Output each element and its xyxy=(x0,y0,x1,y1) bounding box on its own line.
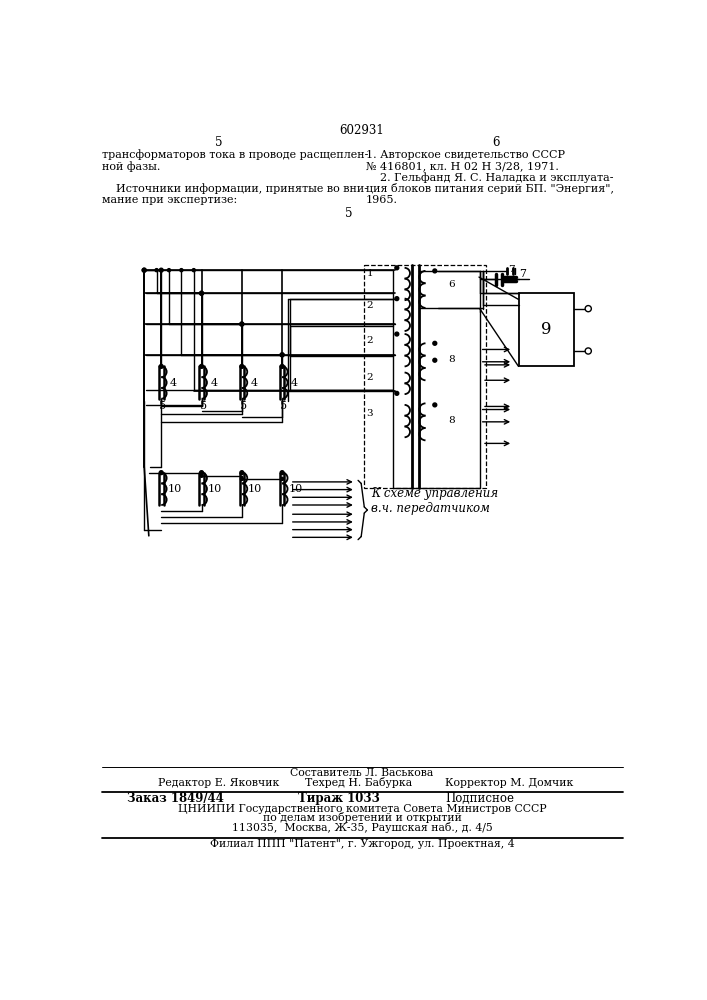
Circle shape xyxy=(433,341,437,345)
Text: Корректор М. Домчик: Корректор М. Домчик xyxy=(445,778,573,788)
Circle shape xyxy=(280,353,284,357)
Circle shape xyxy=(240,322,244,326)
Text: Подписное: Подписное xyxy=(445,792,514,805)
Text: Источники информации, принятые во вни-: Источники информации, принятые во вни- xyxy=(103,183,368,194)
Circle shape xyxy=(280,364,284,368)
Text: 1965.: 1965. xyxy=(366,195,398,205)
Circle shape xyxy=(395,297,399,301)
Circle shape xyxy=(142,268,146,272)
Text: 1: 1 xyxy=(366,269,373,278)
Circle shape xyxy=(395,332,399,336)
Text: 8: 8 xyxy=(448,416,455,425)
Text: 7: 7 xyxy=(508,265,515,274)
Circle shape xyxy=(433,358,437,362)
Text: по делам изобретений и открытий: по делам изобретений и открытий xyxy=(262,812,462,823)
Bar xyxy=(518,293,574,366)
Text: 9: 9 xyxy=(541,321,551,338)
Text: трансформаторов тока в проводе расщеплен-: трансформаторов тока в проводе расщеплен… xyxy=(103,150,368,160)
Circle shape xyxy=(199,471,204,475)
Text: 5: 5 xyxy=(199,401,206,411)
Text: 5: 5 xyxy=(215,136,222,149)
Circle shape xyxy=(168,269,170,272)
Circle shape xyxy=(395,266,399,270)
Circle shape xyxy=(159,471,163,475)
Circle shape xyxy=(240,322,244,326)
Text: 10: 10 xyxy=(248,484,262,494)
Circle shape xyxy=(155,269,158,272)
Text: Редактор Е. Яковчик: Редактор Е. Яковчик xyxy=(158,778,279,788)
Circle shape xyxy=(199,364,204,368)
Circle shape xyxy=(159,364,163,368)
Text: 2: 2 xyxy=(366,301,373,310)
Text: ной фазы.: ной фазы. xyxy=(103,161,160,172)
Circle shape xyxy=(159,268,163,272)
Text: 8: 8 xyxy=(448,355,455,364)
Text: 5: 5 xyxy=(240,401,247,411)
Text: 5: 5 xyxy=(159,401,166,411)
Text: 10: 10 xyxy=(208,484,222,494)
Text: № 416801, кл. Н 02 Н 3/28, 1971.: № 416801, кл. Н 02 Н 3/28, 1971. xyxy=(366,162,559,172)
Text: ция блоков питания серий БП. "Энергия",: ция блоков питания серий БП. "Энергия", xyxy=(366,183,614,194)
Text: 6: 6 xyxy=(492,136,500,149)
Circle shape xyxy=(280,471,284,475)
Text: 4: 4 xyxy=(291,378,298,388)
Circle shape xyxy=(199,291,204,295)
Circle shape xyxy=(240,471,244,475)
Circle shape xyxy=(585,348,591,354)
Text: 2. Гельфанд Я. С. Наладка и эксплуата-: 2. Гельфанд Я. С. Наладка и эксплуата- xyxy=(366,172,614,183)
Text: 2: 2 xyxy=(366,373,373,382)
Text: 10: 10 xyxy=(288,484,303,494)
Text: 4: 4 xyxy=(170,378,177,388)
Text: 2: 2 xyxy=(366,336,373,345)
Text: 4: 4 xyxy=(211,378,218,388)
Bar xyxy=(363,265,486,488)
Circle shape xyxy=(433,403,437,407)
Text: 10: 10 xyxy=(168,484,182,494)
Circle shape xyxy=(199,291,204,295)
Text: 6: 6 xyxy=(448,280,455,289)
Circle shape xyxy=(240,364,244,368)
Text: 5: 5 xyxy=(280,401,287,411)
Text: Филиал ППП "Патент", г. Ужгород, ул. Проектная, 4: Филиал ППП "Патент", г. Ужгород, ул. Про… xyxy=(210,839,514,849)
Text: Тираж 1033: Тираж 1033 xyxy=(298,792,380,805)
Text: 3: 3 xyxy=(366,409,373,418)
Circle shape xyxy=(281,477,284,480)
Circle shape xyxy=(585,306,591,312)
Text: Заказ 1849/44: Заказ 1849/44 xyxy=(127,792,224,805)
Circle shape xyxy=(180,269,183,272)
Text: 7: 7 xyxy=(519,269,526,279)
Text: Составитель Л. Васькова: Составитель Л. Васькова xyxy=(291,768,433,778)
Text: К схеме управления
в.ч. передатчиком: К схеме управления в.ч. передатчиком xyxy=(371,487,498,515)
Text: 4: 4 xyxy=(251,378,258,388)
Circle shape xyxy=(395,391,399,395)
Text: мание при экспертизе:: мание при экспертизе: xyxy=(103,195,238,205)
Circle shape xyxy=(192,269,195,272)
Text: 5: 5 xyxy=(345,207,353,220)
Circle shape xyxy=(433,269,437,273)
Circle shape xyxy=(200,474,203,477)
Circle shape xyxy=(142,268,146,272)
Text: ЦНИИПИ Государственного комитета Совета Министров СССР: ЦНИИПИ Государственного комитета Совета … xyxy=(177,804,547,814)
Text: 113035,  Москва, Ж-35, Раушская наб., д. 4/5: 113035, Москва, Ж-35, Раушская наб., д. … xyxy=(232,822,492,833)
Text: 602931: 602931 xyxy=(339,124,385,137)
Text: 1. Авторское свидетельство СССР: 1. Авторское свидетельство СССР xyxy=(366,150,565,160)
Circle shape xyxy=(280,353,284,357)
Text: Техред Н. Бабурка: Техред Н. Бабурка xyxy=(305,777,412,788)
Circle shape xyxy=(240,477,243,480)
